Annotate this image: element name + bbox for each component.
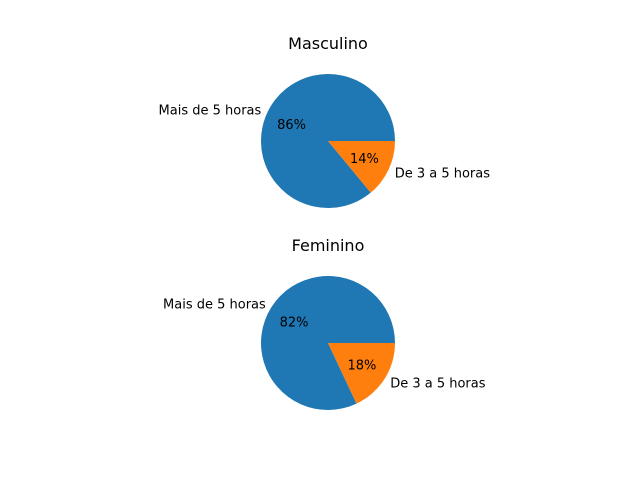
pie-slice xyxy=(328,343,395,404)
pie-chart-masculino: Masculino Mais de 5 horas De 3 a 5 horas… xyxy=(159,34,491,208)
slice-percent-label: 18% xyxy=(347,359,376,374)
slice-percent-label: 14% xyxy=(350,152,379,167)
slice-percent-label: 86% xyxy=(277,118,306,133)
slice-percent-label: 82% xyxy=(280,316,309,331)
pie-slice xyxy=(328,141,395,193)
chart-title: Masculino xyxy=(288,34,368,53)
pie-chart-feminino: Feminino Mais de 5 horas De 3 a 5 horas … xyxy=(163,236,486,410)
slice-label: De 3 a 5 horas xyxy=(390,377,486,392)
slice-label: Mais de 5 horas xyxy=(163,298,266,313)
pie-slice xyxy=(260,275,396,410)
chart-title: Feminino xyxy=(292,236,365,255)
pie-slice xyxy=(260,73,395,208)
slice-label: Mais de 5 horas xyxy=(159,104,262,119)
slice-label: De 3 a 5 horas xyxy=(395,166,491,181)
